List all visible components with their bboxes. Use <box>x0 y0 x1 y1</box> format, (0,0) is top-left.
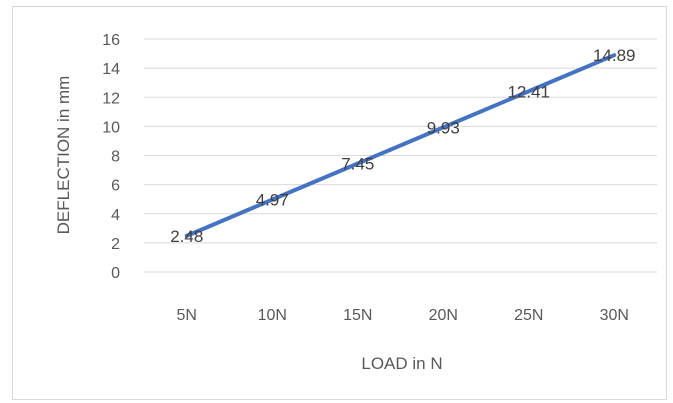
y-axis-ticks: 0 2 4 6 8 10 12 14 16 <box>102 32 120 282</box>
y-tick-label: 14 <box>102 61 120 78</box>
data-label: 14.89 <box>593 46 636 65</box>
y-tick-label: 16 <box>102 32 120 49</box>
x-axis-ticks: 5N 10N 15N 20N 25N 30N <box>177 307 629 324</box>
gridlines <box>144 38 657 273</box>
series-line <box>184 53 617 238</box>
data-label: 7.45 <box>341 155 374 174</box>
x-tick-label: 30N <box>600 307 629 324</box>
data-label: 12.41 <box>507 82 550 101</box>
x-tick-label: 20N <box>429 307 458 324</box>
y-tick-label: 2 <box>111 236 120 253</box>
chart-frame <box>12 6 667 400</box>
y-tick-label: 8 <box>111 149 120 166</box>
x-tick-label: 5N <box>177 307 197 324</box>
x-tick-label: 25N <box>514 307 543 324</box>
y-tick-label: 12 <box>102 90 120 107</box>
y-tick-label: 10 <box>102 119 120 136</box>
data-label: 4.97 <box>256 191 289 210</box>
series-layer <box>184 53 617 238</box>
y-tick-label: 6 <box>111 178 120 195</box>
y-axis-title: DEFLECTION in mm <box>54 76 73 235</box>
x-tick-label: 15N <box>343 307 372 324</box>
x-tick-label: 10N <box>258 307 287 324</box>
data-label: 2.48 <box>170 227 203 246</box>
y-tick-label: 0 <box>111 265 120 282</box>
data-labels: 2.48 4.97 7.45 9.93 12.41 14.89 <box>170 46 635 246</box>
x-axis-title: LOAD in N <box>361 354 442 373</box>
data-label: 9.93 <box>427 118 460 137</box>
y-tick-label: 4 <box>111 207 120 224</box>
